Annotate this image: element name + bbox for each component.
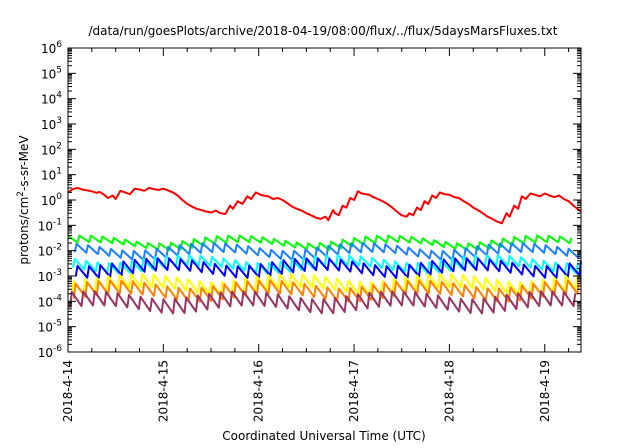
series-line: [72, 254, 580, 275]
series-line: [71, 272, 579, 297]
x-tick-label: 2018-4-15: [156, 360, 170, 422]
x-axis-title: Coordinated Universal Time (UTC): [222, 429, 425, 443]
series-line: [67, 186, 582, 225]
plot-frame: [67, 47, 582, 353]
y-tick-label: 104: [41, 91, 62, 107]
y-tick-label: 10-6: [38, 344, 63, 360]
y-axis-title-suffix: -s-sr-MeV: [17, 135, 31, 191]
y-ticks: 10-6 10-5 10-4 10-3 10-2 10-1 100 101 102 103 104 1…: [38, 40, 581, 360]
y-tick-label: 10-3: [38, 268, 62, 284]
series-line: [73, 241, 581, 261]
y-tick-label: 103: [41, 116, 62, 132]
y-tick-label: 10-2: [38, 243, 62, 259]
y-tick-label: 106: [41, 40, 62, 56]
x-ticks: 2018-4-14 2018-4-15 2018-4-16 2018-4-17 2018…: [61, 48, 570, 422]
series-layer: [67, 186, 582, 315]
y-axis-title: protons/cm2-s-sr-MeV: [16, 135, 31, 265]
series-line: [74, 257, 582, 279]
x-tick-label: 2018-4-16: [252, 360, 266, 422]
x-tick-label: 2018-4-18: [442, 360, 456, 422]
plot-area: 10-6 10-5 10-4 10-3 10-2 10-1 100 101 102 103 104 1…: [38, 40, 582, 422]
y-axis-title-prefix: protons/cm: [17, 197, 31, 265]
y-tick-label: 105: [41, 65, 62, 81]
y-axis-title-sup: 2: [16, 191, 26, 197]
x-tick-label: 2018-4-14: [61, 360, 75, 422]
x-tick-label: 2018-4-17: [347, 360, 361, 422]
series-line: [69, 290, 577, 315]
series-line: [67, 234, 573, 252]
y-tick-label: 10-4: [38, 293, 63, 309]
y-tick-label: 10-1: [38, 217, 62, 233]
chart-title: /data/run/goesPlots/archive/2018-04-19/0…: [89, 24, 558, 38]
x-tick-label: 2018-4-19: [538, 360, 552, 422]
y-tick-label: 101: [41, 167, 62, 183]
y-tick-label: 102: [41, 141, 62, 157]
y-tick-label: 100: [41, 192, 62, 208]
y-tick-label: 10-5: [38, 319, 62, 335]
